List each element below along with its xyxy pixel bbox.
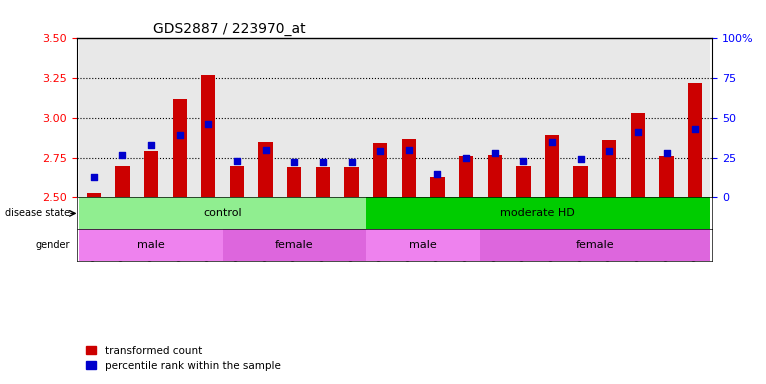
Bar [194, 38, 223, 197]
Text: male: male [409, 240, 437, 250]
Point [260, 147, 272, 153]
Bar [652, 38, 681, 197]
Point [202, 121, 214, 127]
Bar [251, 38, 280, 197]
Bar [394, 38, 423, 197]
Bar [488, 154, 502, 197]
Bar [566, 38, 595, 197]
Point [116, 151, 129, 157]
Bar [108, 38, 137, 197]
Point [431, 170, 444, 177]
Bar [230, 166, 244, 197]
Bar [223, 38, 251, 197]
Point [489, 150, 501, 156]
Bar [480, 229, 709, 261]
Bar [345, 167, 358, 197]
Bar [80, 197, 366, 229]
Point [660, 150, 673, 156]
Text: control: control [203, 209, 242, 218]
Bar [316, 167, 330, 197]
Bar [509, 38, 538, 197]
Bar [538, 38, 566, 197]
Bar [480, 38, 509, 197]
Point [87, 174, 100, 180]
Bar [373, 143, 388, 197]
Point [546, 139, 558, 145]
Point [689, 126, 702, 132]
Point [460, 155, 472, 161]
Bar [165, 38, 194, 197]
Bar [144, 151, 159, 197]
Point [403, 147, 415, 153]
Point [517, 158, 529, 164]
Point [231, 158, 243, 164]
Bar [681, 38, 709, 197]
Bar [595, 38, 624, 197]
Bar [309, 38, 337, 197]
Bar [423, 38, 452, 197]
Point [632, 129, 644, 135]
Bar [624, 38, 652, 197]
Text: female: female [275, 240, 313, 250]
Bar [459, 156, 473, 197]
Point [603, 148, 615, 154]
Bar [660, 156, 674, 197]
Bar [452, 38, 480, 197]
Bar [115, 166, 129, 197]
Point [288, 159, 300, 166]
Y-axis label: disease state: disease state [5, 209, 70, 218]
Bar [80, 229, 223, 261]
Bar [87, 193, 101, 197]
Text: moderate HD: moderate HD [500, 209, 575, 218]
Bar [366, 38, 394, 197]
Bar [223, 229, 366, 261]
Text: female: female [575, 240, 614, 250]
Bar [80, 38, 108, 197]
Bar [430, 177, 444, 197]
Bar [137, 38, 165, 197]
Bar [602, 140, 617, 197]
Point [174, 132, 186, 139]
Bar [201, 75, 215, 197]
Point [317, 159, 329, 166]
Bar [516, 166, 531, 197]
Bar [401, 139, 416, 197]
Point [345, 159, 358, 166]
Point [374, 148, 386, 154]
Point [145, 142, 157, 148]
Bar [366, 229, 480, 261]
Bar [545, 136, 559, 197]
Legend: transformed count, percentile rank within the sample: transformed count, percentile rank withi… [82, 341, 285, 375]
Bar [172, 99, 187, 197]
Bar [287, 167, 301, 197]
Bar [688, 83, 702, 197]
Bar [280, 38, 309, 197]
Text: male: male [137, 240, 165, 250]
Bar [337, 38, 366, 197]
Bar [574, 166, 588, 197]
Y-axis label: gender: gender [36, 240, 70, 250]
Bar [366, 197, 709, 229]
Point [574, 156, 587, 162]
Bar [258, 142, 273, 197]
Text: GDS2887 / 223970_at: GDS2887 / 223970_at [153, 22, 306, 36]
Bar [630, 113, 645, 197]
